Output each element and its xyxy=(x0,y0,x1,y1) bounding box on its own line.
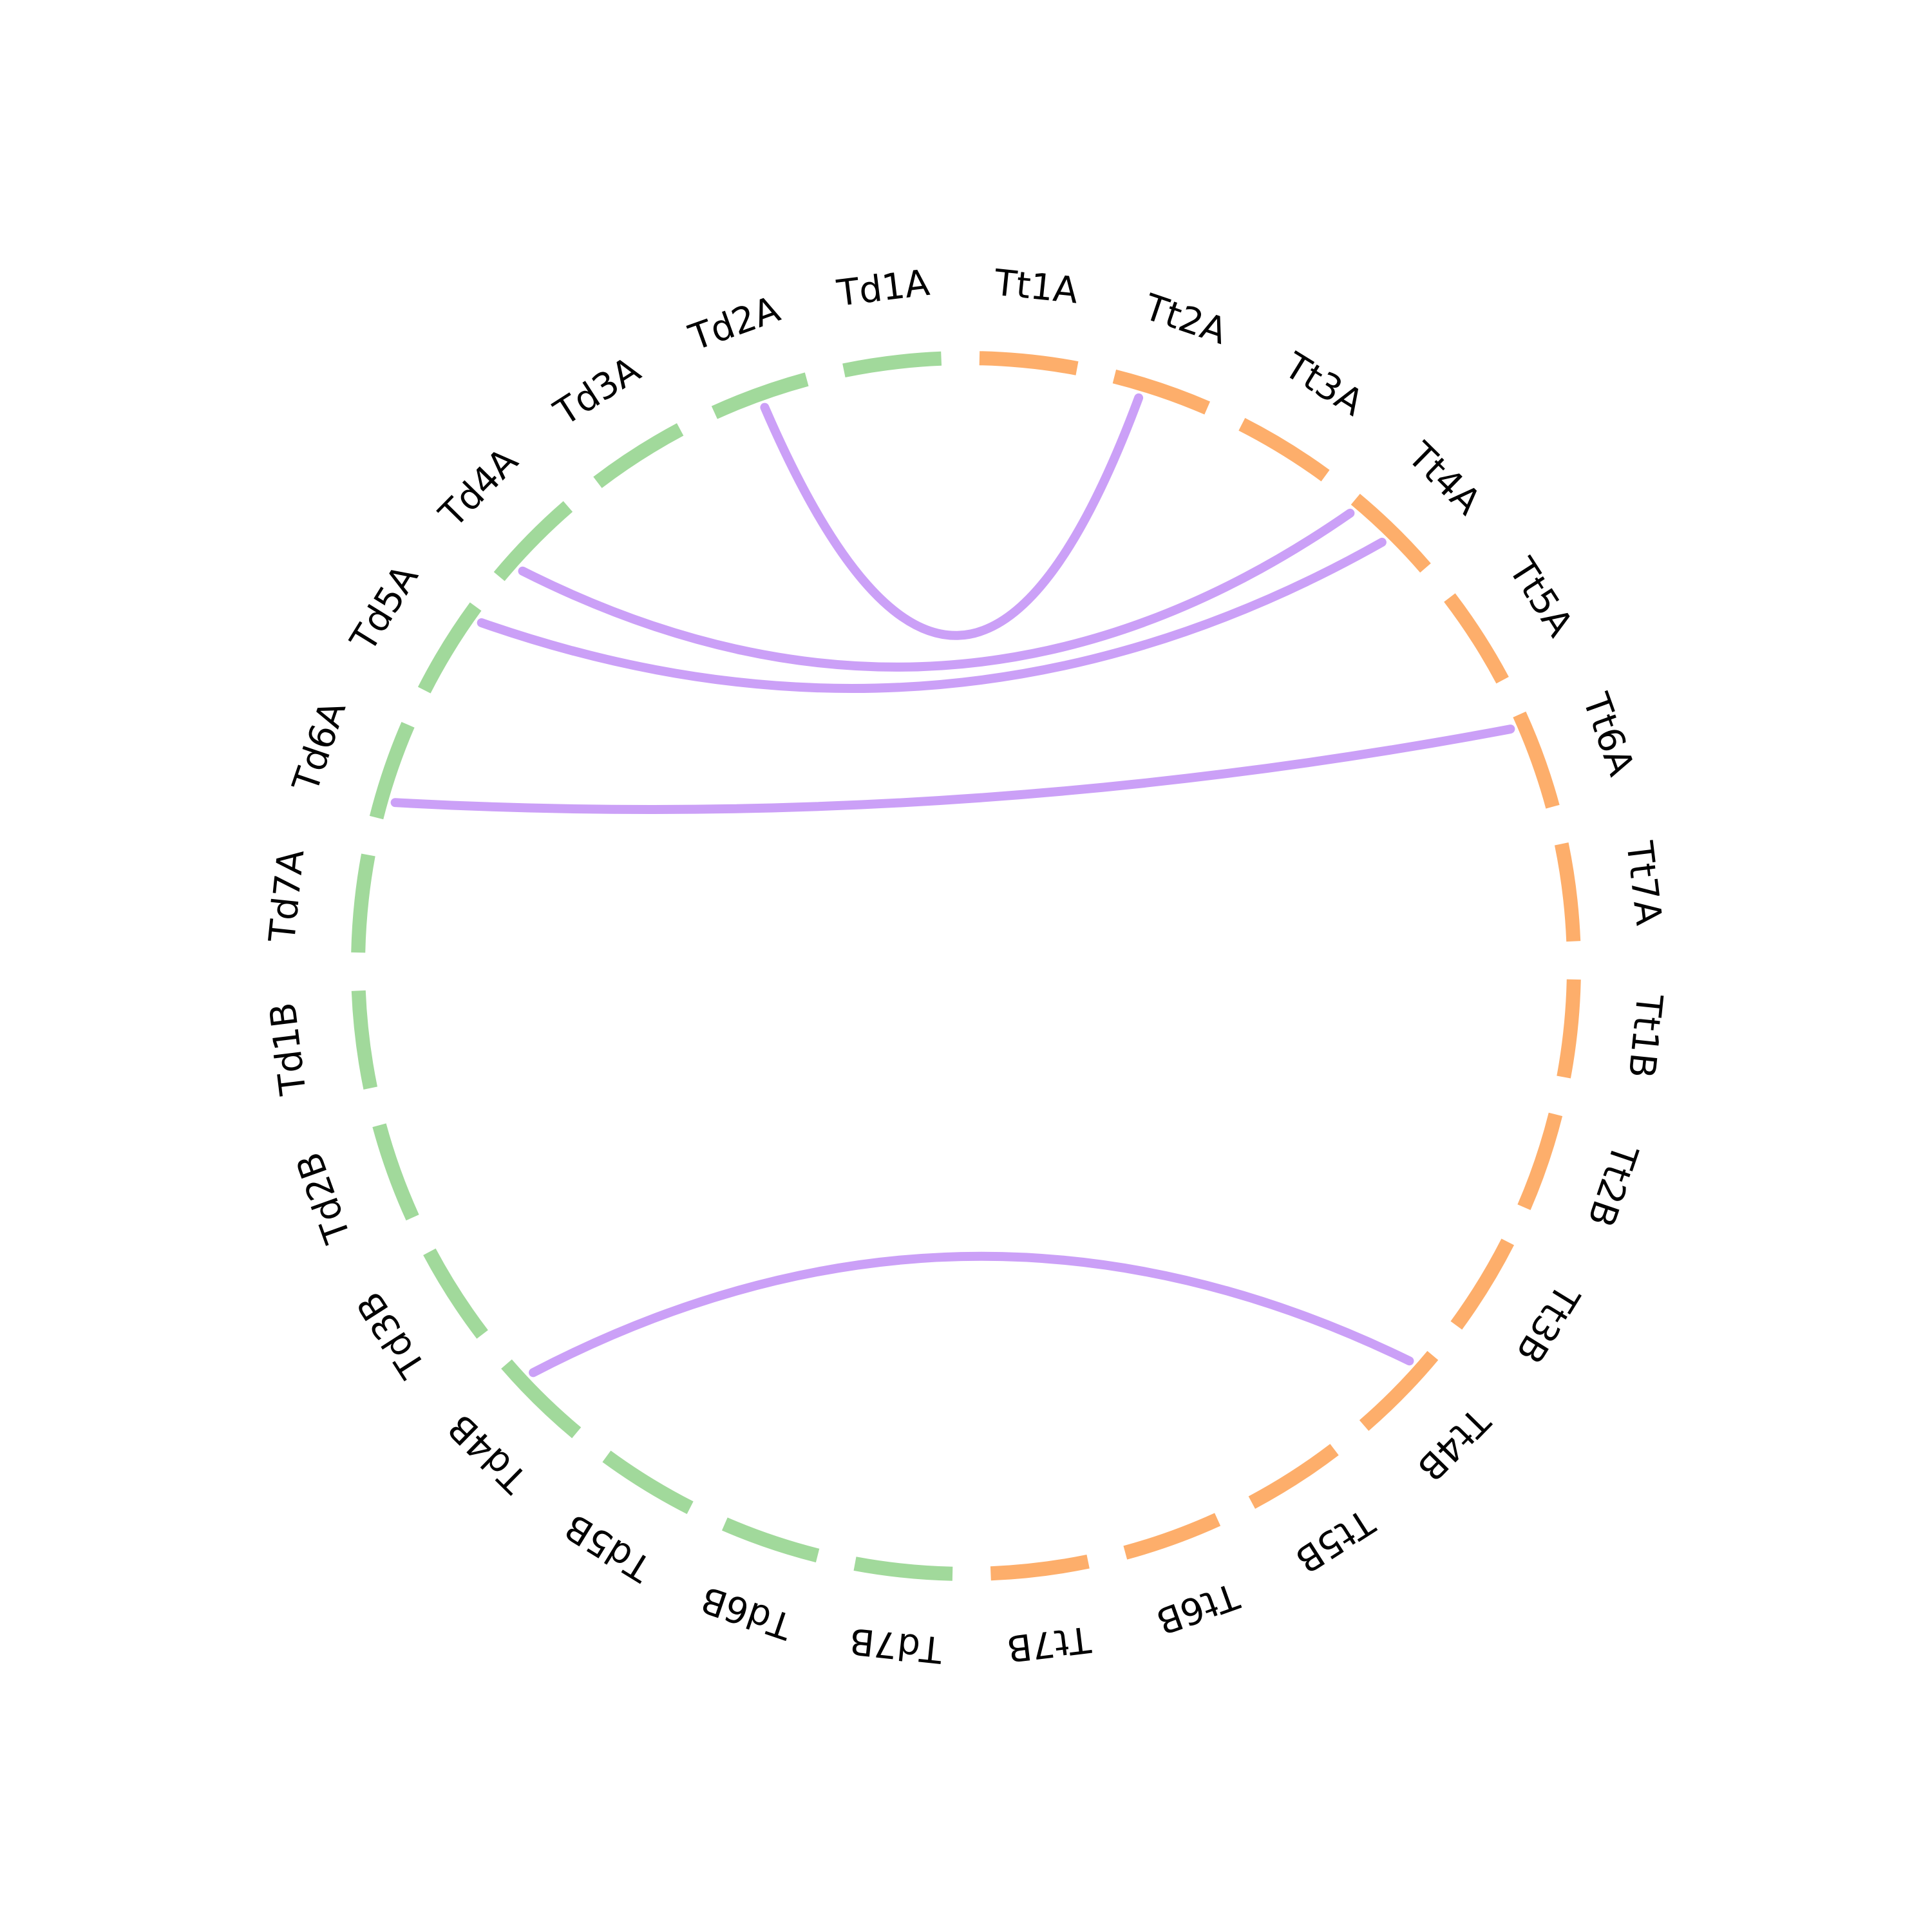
chromosome-label-tt5a: Tt5A xyxy=(1500,551,1580,644)
chromosome-arc-td3a xyxy=(593,423,684,488)
chromosome-label-tt4a: Tt4A xyxy=(1399,434,1489,523)
chromosome-arc-td7b xyxy=(853,1557,953,1581)
chromosome-label-tt3a: Tt3A xyxy=(1276,345,1370,424)
chromosome-label-td5b: Td5B xyxy=(558,1505,659,1589)
synteny-link-td2a-tt2a xyxy=(760,393,1144,640)
chromosome-arc-tt2b xyxy=(1517,1112,1563,1211)
chromosome-arc-td4b xyxy=(501,1359,582,1439)
chromosome-arc-td2a xyxy=(711,372,809,419)
chromosome-label-tt1b: Tt1B xyxy=(1620,992,1670,1080)
chromosome-arc-tt6a xyxy=(1513,711,1560,809)
chromosome-label-tt1a: Tt1A xyxy=(992,261,1080,312)
chromosome-label-td3a: Td3A xyxy=(547,349,648,435)
chromosome-label-td4b: Td4B xyxy=(440,1406,536,1501)
chromosome-arc-tt4b xyxy=(1359,1350,1439,1431)
chromosome-ring xyxy=(351,351,1581,1581)
chromosome-arc-td1b xyxy=(351,990,378,1090)
chromosome-arc-td5b xyxy=(602,1450,694,1515)
chromosome-label-tt4b: Tt4B xyxy=(1409,1399,1498,1489)
chromosome-arc-tt1a xyxy=(979,351,1079,375)
synteny-link-td4b-tt4b xyxy=(529,1251,1414,1378)
chromosome-arc-tt1b xyxy=(1557,979,1581,1079)
chromosome-arc-td7a xyxy=(351,853,375,953)
chromosome-label-td4a: Td4A xyxy=(431,440,526,536)
chromosome-arc-td4a xyxy=(493,501,573,582)
chromosome-label-tt7b: Tt7B xyxy=(1005,1618,1094,1669)
chromosome-arc-tt7a xyxy=(1554,842,1581,942)
chromosome-arc-td2b xyxy=(372,1123,419,1221)
chromosome-arc-td6b xyxy=(721,1517,820,1563)
chromosome-label-tt3b: Tt3B xyxy=(1508,1276,1587,1370)
chromosome-label-td2a: Td2A xyxy=(683,289,785,359)
chromosome-label-tt7a: Tt7A xyxy=(1618,838,1669,927)
chromosome-arc-tt7b xyxy=(990,1554,1090,1581)
chromosome-arc-tt4a xyxy=(1350,493,1431,573)
chromosome-label-td5a: Td5A xyxy=(342,558,426,659)
chromosome-arc-tt2a xyxy=(1112,369,1211,415)
chromosome-label-tt2a: Tt2A xyxy=(1139,286,1232,353)
chromosome-label-tt6b: Tt6B xyxy=(1151,1574,1244,1642)
chromosome-label-td1b: Td1B xyxy=(262,1000,315,1098)
chromosome-arc-tt3b xyxy=(1450,1238,1515,1330)
chromosome-label-tt2b: Tt2B xyxy=(1579,1139,1646,1232)
chromosome-arc-td1a xyxy=(842,351,942,378)
chromosome-label-tt6a: Tt6A xyxy=(1574,687,1642,781)
chromosome-arc-tt5a xyxy=(1444,593,1509,684)
chromosome-label-td2b: Td2B xyxy=(289,1147,359,1249)
chromosome-arc-tt3a xyxy=(1238,417,1330,482)
chromosome-label-tt5b: Tt5B xyxy=(1288,1500,1382,1581)
chromosome-label-td1a: Td1A xyxy=(834,262,932,315)
synteny-link-td5a-tt4a xyxy=(477,538,1387,693)
chromosome-label-td6b: Td6B xyxy=(696,1578,798,1647)
chromosome-arc-td6a xyxy=(369,721,415,820)
chromosome-arc-tt5b xyxy=(1248,1444,1339,1509)
chromosome-label-td6a: Td6A xyxy=(285,696,354,798)
synteny-links xyxy=(390,393,1515,1378)
synteny-link-td4a-tt4a xyxy=(518,508,1355,672)
chromosome-label-td3b: Td3B xyxy=(349,1284,435,1385)
chromosome-label-td7b: Td7B xyxy=(848,1620,945,1671)
chromosome-arc-td5a xyxy=(417,602,482,694)
synteny-link-td6a-tt6a xyxy=(390,724,1515,814)
chromosome-arc-tt6b xyxy=(1123,1513,1221,1560)
chromosome-arc-td3b xyxy=(423,1248,488,1339)
chromosome-label-td7a: Td7A xyxy=(261,848,313,945)
